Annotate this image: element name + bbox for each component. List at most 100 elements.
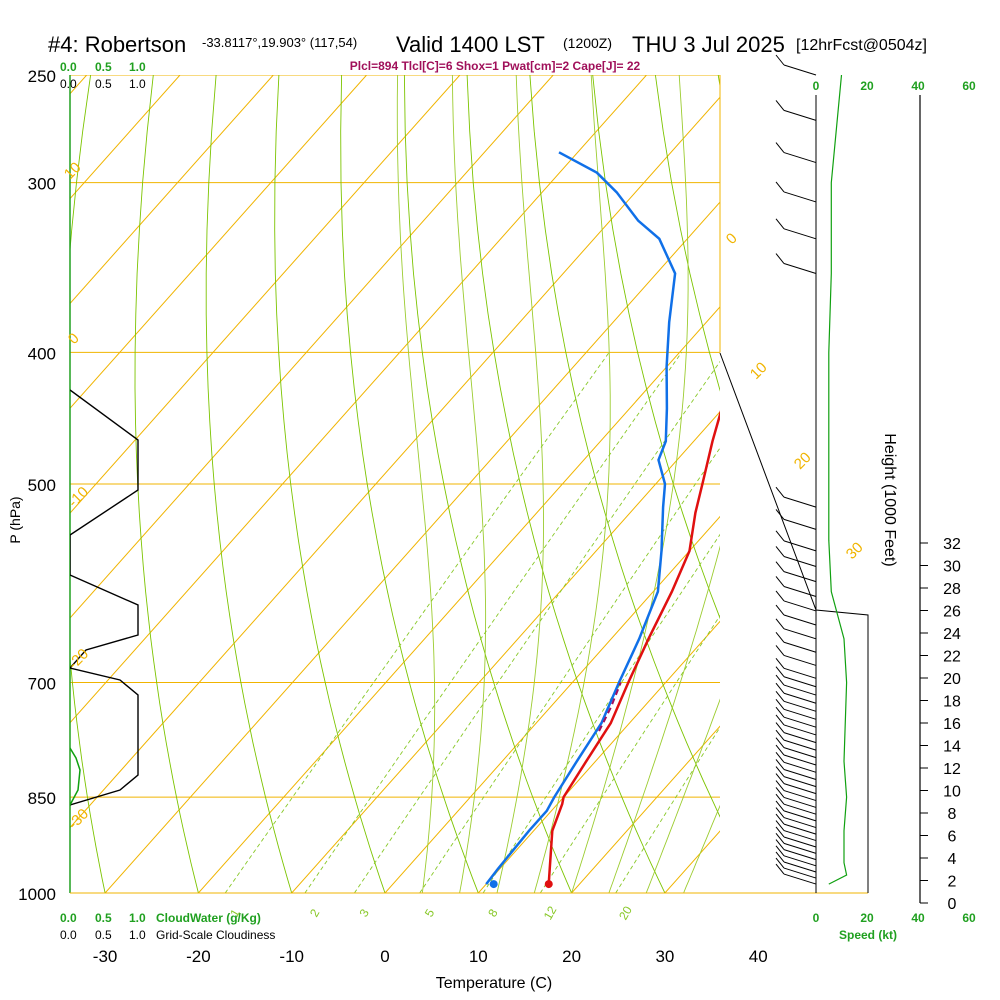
wind-barb-shaft bbox=[783, 628, 817, 640]
wind-barb bbox=[775, 631, 817, 653]
wind-barb-flag bbox=[775, 766, 785, 777]
wind-barb bbox=[775, 773, 817, 795]
wind-barb-flag bbox=[775, 509, 785, 520]
temp-tick: 10 bbox=[469, 947, 488, 966]
wind-top-0: 0 bbox=[813, 79, 820, 93]
moist-adiabat bbox=[396, 75, 436, 893]
indices-line: Plcl=894 Tlcl[C]=6 Shox=1 Pwat[cm]=2 Cap… bbox=[350, 59, 641, 73]
wind-barb bbox=[775, 142, 817, 164]
mixing-ratio-line bbox=[304, 352, 683, 893]
wind-barb-flag bbox=[775, 576, 785, 587]
wind-barb bbox=[775, 800, 817, 822]
dry-adiabat bbox=[134, 75, 199, 893]
wind-barb-flag bbox=[775, 807, 785, 818]
wind-barb-shaft bbox=[783, 803, 817, 815]
wind-barb-flag bbox=[775, 737, 785, 748]
wind-barb-shaft bbox=[783, 540, 817, 552]
wind-barb-flag bbox=[775, 833, 785, 844]
isotherm bbox=[70, 75, 647, 724]
isotherm bbox=[70, 75, 367, 410]
cloudiness-profile bbox=[70, 389, 139, 806]
wind-top-60: 60 bbox=[962, 79, 976, 93]
wind-barb bbox=[775, 604, 817, 626]
forecast-info: [12hrFcst@0504z] bbox=[796, 37, 927, 54]
wind-barb bbox=[775, 826, 817, 848]
dry-adiabat bbox=[70, 75, 106, 893]
wind-barb bbox=[775, 590, 817, 612]
wind-barb-shaft bbox=[783, 776, 817, 788]
wind-barb-flag bbox=[775, 54, 785, 66]
curve-layer bbox=[70, 151, 720, 889]
wind-bot-40: 40 bbox=[911, 911, 925, 925]
pressure-tick-300: 300 bbox=[28, 175, 56, 194]
wind-barb-flag bbox=[775, 800, 785, 812]
wind-barb-shaft bbox=[783, 855, 817, 867]
wind-barb-shaft bbox=[783, 817, 817, 829]
wind-barb bbox=[775, 576, 817, 597]
mixing-ratio-line bbox=[615, 726, 720, 893]
wind-barb-shaft bbox=[783, 654, 817, 666]
wind-barb-flag bbox=[775, 100, 785, 111]
wind-barb-flag bbox=[775, 253, 785, 264]
station-coords: -33.8117°,19.903° (117,54) bbox=[202, 35, 357, 50]
temp-tick: -10 bbox=[279, 947, 304, 966]
wind-barb-flag bbox=[775, 744, 785, 756]
station-title: #4: Robertson bbox=[48, 32, 186, 57]
height-tick-14: 14 bbox=[943, 739, 961, 756]
height-tick-24: 24 bbox=[943, 626, 961, 643]
pressure-tick-1000: 1000 bbox=[18, 885, 56, 904]
mixing-ratio-line bbox=[539, 614, 720, 893]
wind-barb bbox=[775, 833, 817, 854]
wind-barb-shaft bbox=[783, 692, 817, 704]
series-dewpoint bbox=[485, 151, 677, 885]
wind-barb bbox=[775, 744, 817, 766]
wind-barb-shaft bbox=[783, 700, 817, 712]
wind-barb-shaft bbox=[783, 109, 817, 121]
wind-barb bbox=[775, 181, 817, 203]
cl-bot-05: 0.5 bbox=[95, 928, 112, 942]
isotherm bbox=[70, 75, 554, 619]
wind-barb bbox=[775, 54, 817, 76]
moist-adiabat bbox=[683, 804, 720, 893]
wind-barb-flag bbox=[775, 780, 785, 791]
wind-top-20: 20 bbox=[860, 79, 874, 93]
wind-barb-flag bbox=[775, 181, 785, 193]
height-tick-22: 22 bbox=[943, 649, 961, 666]
wind-layer bbox=[719, 54, 869, 893]
pressure-tick-500: 500 bbox=[28, 476, 56, 495]
dry-adiabat bbox=[205, 75, 293, 893]
temp-tick: -30 bbox=[93, 947, 118, 966]
height-tick-18: 18 bbox=[943, 694, 961, 711]
wind-barb-flag bbox=[775, 751, 785, 763]
wind-barb-shaft bbox=[783, 810, 817, 822]
wind-barb-shaft bbox=[783, 708, 817, 720]
temp-tick: -20 bbox=[186, 947, 211, 966]
wind-barb-shaft bbox=[783, 790, 817, 802]
wind-barb-shaft bbox=[783, 873, 817, 885]
wind-speed-label: Speed (kt) bbox=[839, 928, 897, 942]
wind-barb bbox=[775, 486, 817, 508]
height-tick-8: 8 bbox=[948, 806, 957, 823]
wind-barb-flag bbox=[775, 618, 785, 630]
wind-barb-shaft bbox=[783, 64, 817, 76]
height-tick-20: 20 bbox=[943, 671, 961, 688]
wind-barb-shaft bbox=[783, 861, 817, 873]
height-tick-30: 30 bbox=[943, 559, 961, 576]
wind-barb-flag bbox=[775, 604, 785, 616]
wind-barb bbox=[775, 780, 817, 802]
wind-barb bbox=[775, 714, 817, 736]
grid-layer bbox=[70, 75, 720, 893]
wind-barb-flag bbox=[775, 666, 785, 678]
wind-barb bbox=[775, 857, 817, 879]
wind-barb-shaft bbox=[783, 152, 817, 164]
cloudwater-label: CloudWater (g/Kg) bbox=[156, 911, 261, 925]
cl-bot-0: 0.0 bbox=[60, 928, 77, 942]
wind-barb bbox=[775, 698, 817, 720]
wind-barb-flag bbox=[775, 218, 785, 230]
cloudwater-profile bbox=[70, 747, 81, 806]
wind-barb-shaft bbox=[783, 747, 817, 759]
wind-barb-shaft bbox=[783, 571, 817, 583]
surface-point-temperature bbox=[544, 880, 553, 889]
wind-barb bbox=[775, 851, 817, 873]
